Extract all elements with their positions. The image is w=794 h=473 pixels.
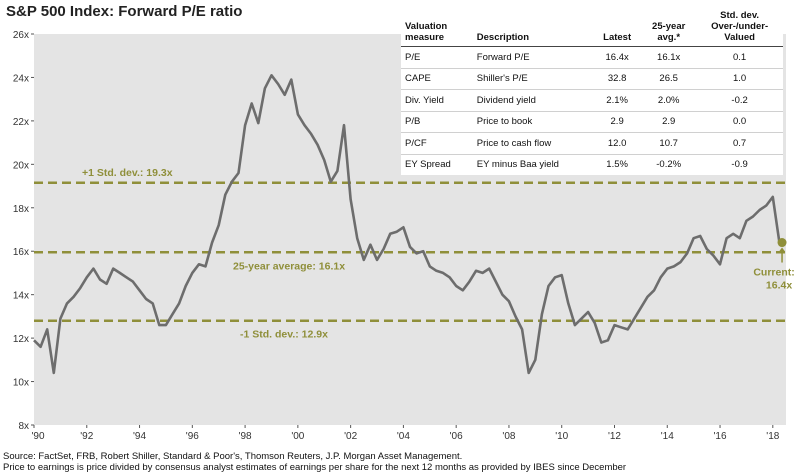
table-row: P/CF Price to cash flow 12.0 10.7 0.7 [401, 132, 783, 155]
current-arrow-head [779, 247, 786, 252]
y-tick-label: 10x [13, 378, 29, 389]
cell-measure: P/E [401, 46, 473, 69]
table-row: Div. Yield Dividend yield 2.1% 2.0% -0.2 [401, 89, 783, 112]
x-tick-label: '10 [555, 431, 568, 442]
source-note: Source: FactSet, FRB, Robert Shiller, St… [3, 451, 463, 462]
header-std-dev: Std. dev. Over-/under- Valued [696, 7, 783, 47]
x-tick-label: '14 [661, 431, 674, 442]
cell-description: Dividend yield [472, 89, 594, 112]
cell-avg: 2.9 [641, 111, 697, 133]
cell-measure: EY Spread [405, 159, 451, 171]
y-tick-label: 8x [18, 421, 29, 432]
cell-avg: 10.7 [641, 132, 697, 155]
y-tick-label: 22x [13, 117, 29, 128]
x-tick-label: '18 [766, 431, 779, 442]
y-tick-label: 12x [13, 334, 29, 345]
x-axis: '90 '92 '94 '96 '98 '00 '02 '04 '06 '08 '10 '12 '14 '… [31, 425, 780, 442]
y-tick-label: 26x [13, 30, 29, 41]
cell-stddev: 0.1 [696, 46, 783, 69]
current-marker-group: Current:16.4x [753, 238, 794, 292]
header-description: Description [472, 7, 594, 47]
header-line: avg.* [657, 32, 681, 43]
y-tick-label: 14x [13, 291, 29, 302]
table-row: CAPE Shiller's P/E 32.8 26.5 1.0 [401, 68, 783, 90]
x-tick-label: '92 [80, 431, 93, 442]
y-axis: 8x 10x 12x 14x 16x 18x 20x 22x 24x 26x [13, 30, 34, 432]
x-tick-label: '06 [450, 431, 463, 442]
cell-avg: 26.5 [641, 68, 697, 90]
cell-measure: P/CF [401, 132, 473, 155]
valuation-table: Valuation measure Description Latest 25-… [401, 7, 783, 175]
cell-latest: 32.8 [593, 68, 642, 90]
cell-measure: CAPE [401, 68, 473, 90]
y-tick-label: 20x [13, 160, 29, 171]
cell-latest: 12.0 [593, 132, 642, 155]
cell-stddev: -0.9 [731, 159, 748, 171]
reference-lines: +1 Std. dev.: 19.3x 25-year average: 16.1… [34, 167, 786, 341]
header-line: Std. dev. [720, 10, 760, 21]
cell-stddev: 1.0 [696, 68, 783, 90]
cell-description: Price to book [472, 111, 594, 133]
table-row: P/E Forward P/E 16.4x 16.1x 0.1 [401, 46, 783, 69]
reference-line-label: +1 Std. dev.: 19.3x [82, 167, 173, 179]
cell-latest: 2.1% [593, 89, 642, 112]
cell-stddev: -0.2 [696, 89, 783, 112]
y-tick-label: 16x [13, 247, 29, 258]
header-line: Over-/under- [711, 21, 769, 32]
cell-description: EY minus Baa yield [476, 159, 559, 171]
cell-avg: 16.1x [641, 46, 697, 69]
cell-latest: 2.9 [593, 111, 642, 133]
y-tick-label: 24x [13, 73, 29, 84]
reference-line-label: -1 Std. dev.: 12.9x [240, 329, 328, 341]
methodology-note: Price to earnings is price divided by co… [3, 462, 627, 473]
x-tick-label: '96 [186, 431, 199, 442]
header-line: 25-year [652, 21, 686, 32]
cell-description: Shiller's P/E [472, 68, 594, 90]
x-tick-label: '16 [714, 431, 727, 442]
x-tick-label: '90 [31, 431, 44, 442]
header-line: Valuation [405, 21, 448, 32]
y-tick-label: 18x [13, 204, 29, 215]
header-latest: Latest [593, 7, 642, 47]
cell-avg: 2.0% [641, 89, 697, 112]
cell-stddev: 0.7 [696, 132, 783, 155]
x-tick-label: '12 [608, 431, 621, 442]
cell-measure: Div. Yield [401, 89, 473, 112]
cell-stddev: 0.0 [696, 111, 783, 133]
series-line-forward-pe [33, 74, 781, 375]
x-tick-label: '94 [133, 431, 146, 442]
header-line: measure [405, 32, 445, 43]
current-label: Current: [753, 267, 794, 279]
x-tick-label: '08 [502, 431, 515, 442]
table-header-row: Valuation measure Description Latest 25-… [401, 7, 783, 47]
cell-latest: 16.4x [593, 46, 642, 69]
header-25-year-avg: 25-year avg.* [641, 7, 697, 47]
header-line: Valued [724, 32, 755, 43]
current-marker [777, 238, 787, 248]
reference-line-label: 25-year average: 16.1x [233, 260, 345, 272]
x-tick-label: '02 [344, 431, 357, 442]
header-valuation-measure: Valuation measure [401, 7, 473, 47]
current-value: 16.4x [766, 280, 792, 292]
table-row: P/B Price to book 2.9 2.9 0.0 [401, 111, 783, 133]
x-tick-label: '00 [291, 431, 304, 442]
table-row: EY Spread EY minus Baa yield 1.5% -0.2% … [401, 154, 783, 175]
x-tick-label: '04 [397, 431, 410, 442]
cell-latest: 1.5% [606, 159, 628, 171]
chart-title: S&P 500 Index: Forward P/E ratio [6, 3, 243, 20]
cell-description: Forward P/E [472, 46, 594, 69]
cell-description: Price to cash flow [472, 132, 594, 155]
x-tick-label: '98 [239, 431, 252, 442]
cell-measure: P/B [401, 111, 473, 133]
cell-avg: -0.2% [656, 159, 682, 171]
